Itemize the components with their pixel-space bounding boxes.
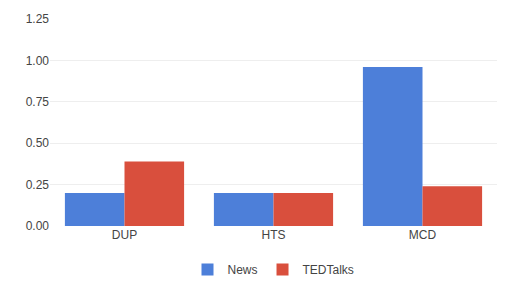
svg-text:MCD: MCD [409, 228, 437, 242]
svg-text:HTS: HTS [262, 228, 286, 242]
svg-text:0.75: 0.75 [26, 95, 50, 109]
svg-text:DUP: DUP [112, 228, 137, 242]
svg-text:0.00: 0.00 [26, 219, 50, 233]
svg-text:0.50: 0.50 [26, 136, 50, 150]
svg-text:1.00: 1.00 [26, 54, 50, 68]
svg-text:TEDTalks: TEDTalks [303, 263, 354, 277]
svg-text:0.25: 0.25 [26, 178, 50, 192]
svg-text:1.25: 1.25 [26, 12, 50, 26]
svg-text:News: News [228, 263, 258, 277]
